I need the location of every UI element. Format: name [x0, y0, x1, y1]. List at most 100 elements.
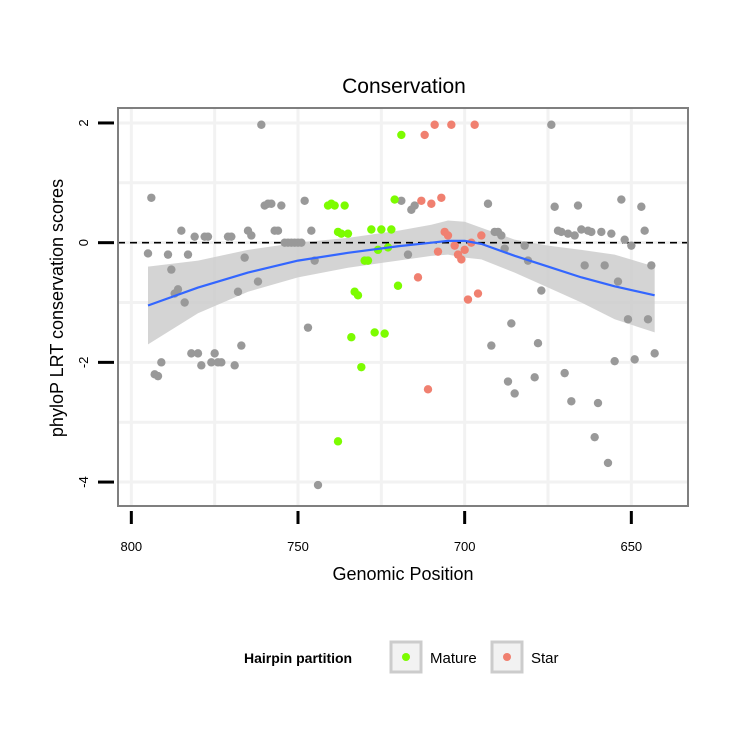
smooth-line-layer [147, 239, 655, 307]
point-star [413, 273, 423, 282]
point-star [417, 196, 426, 205]
point-other [203, 232, 213, 241]
confidence-band-area [148, 220, 655, 345]
point-star [463, 295, 473, 304]
point-other [577, 225, 586, 234]
point-other [600, 261, 609, 270]
point-other [207, 358, 216, 367]
point-star [470, 120, 479, 129]
point-other [487, 341, 496, 350]
legend-marker-mature [402, 653, 410, 661]
point-other [240, 253, 249, 262]
chart-title: Conservation [342, 75, 466, 98]
point-other [307, 226, 316, 235]
point-other [530, 373, 539, 382]
point-star [420, 130, 429, 140]
point-other [557, 227, 566, 237]
point-other [593, 398, 603, 408]
point-star [433, 247, 443, 256]
y-axis: 2 0 -2 -4 [76, 119, 114, 488]
point-other [153, 371, 163, 381]
point-other [617, 195, 626, 204]
point-other [573, 201, 583, 210]
point-mature [390, 195, 399, 204]
point-star [450, 241, 459, 250]
legend-label-star: Star [531, 650, 559, 667]
point-mature [333, 437, 343, 446]
point-mature [387, 225, 396, 234]
point-other [273, 226, 283, 235]
point-other [143, 249, 153, 258]
point-other [210, 349, 219, 358]
point-star [477, 231, 486, 240]
point-other [237, 341, 246, 350]
x-axis: 800 750 700 650 [120, 511, 642, 554]
point-star [427, 199, 436, 208]
point-other [520, 241, 529, 250]
point-other [253, 277, 263, 286]
point-other [590, 432, 599, 442]
point-mature [353, 291, 363, 300]
point-other [550, 202, 559, 211]
point-other [300, 196, 309, 205]
point-mature [340, 201, 349, 210]
y-tick-label: 2 [76, 119, 91, 126]
point-mature [377, 225, 386, 234]
y-tick-label: -4 [76, 476, 91, 488]
point-other [620, 235, 629, 244]
point-other [547, 120, 556, 129]
legend-title: Hairpin partition [244, 650, 352, 666]
point-other [190, 232, 199, 241]
plot-frame-layer [117, 107, 689, 507]
point-other [403, 250, 413, 259]
point-other [560, 368, 569, 378]
point-other [173, 285, 183, 294]
point-other [397, 196, 406, 205]
point-mature [337, 229, 346, 238]
point-other [163, 250, 173, 259]
point-other [247, 231, 256, 240]
point-other [507, 319, 516, 328]
point-other [640, 226, 649, 235]
point-mature [397, 130, 406, 140]
point-other [647, 261, 656, 270]
confidence-band [148, 220, 655, 345]
point-other [147, 193, 156, 202]
x-axis-title: Genomic Position [332, 564, 473, 584]
point-mature [367, 225, 376, 234]
point-other [313, 480, 323, 490]
y-axis-title: phyloP LRT conservation scores [47, 179, 67, 437]
point-mature [343, 229, 353, 238]
point-other [183, 250, 193, 259]
point-other [180, 298, 189, 307]
point-other [627, 241, 636, 250]
point-other [410, 201, 419, 210]
point-star [460, 245, 469, 255]
point-other [630, 355, 639, 364]
point-star [447, 120, 456, 129]
legend-marker-star [503, 653, 511, 661]
point-other [607, 229, 616, 238]
point-mature [363, 256, 373, 265]
legend-label-mature: Mature [430, 650, 477, 667]
point-mature [393, 281, 403, 290]
point-other [197, 361, 206, 370]
point-other [217, 358, 226, 367]
point-other [187, 349, 196, 358]
point-star [473, 289, 483, 298]
x-tick-label: 700 [454, 539, 476, 554]
point-other [597, 227, 606, 237]
point-star [423, 385, 433, 394]
point-other [303, 323, 313, 332]
legend: Hairpin partition Mature Star [244, 640, 559, 674]
point-mature [370, 328, 379, 337]
point-mature [330, 201, 339, 210]
point-other [297, 238, 306, 247]
gridlines [118, 108, 688, 506]
point-other [230, 361, 239, 370]
point-other [177, 226, 186, 235]
point-other [643, 315, 653, 324]
y-tick-label: -2 [76, 357, 91, 369]
point-other [587, 227, 596, 237]
